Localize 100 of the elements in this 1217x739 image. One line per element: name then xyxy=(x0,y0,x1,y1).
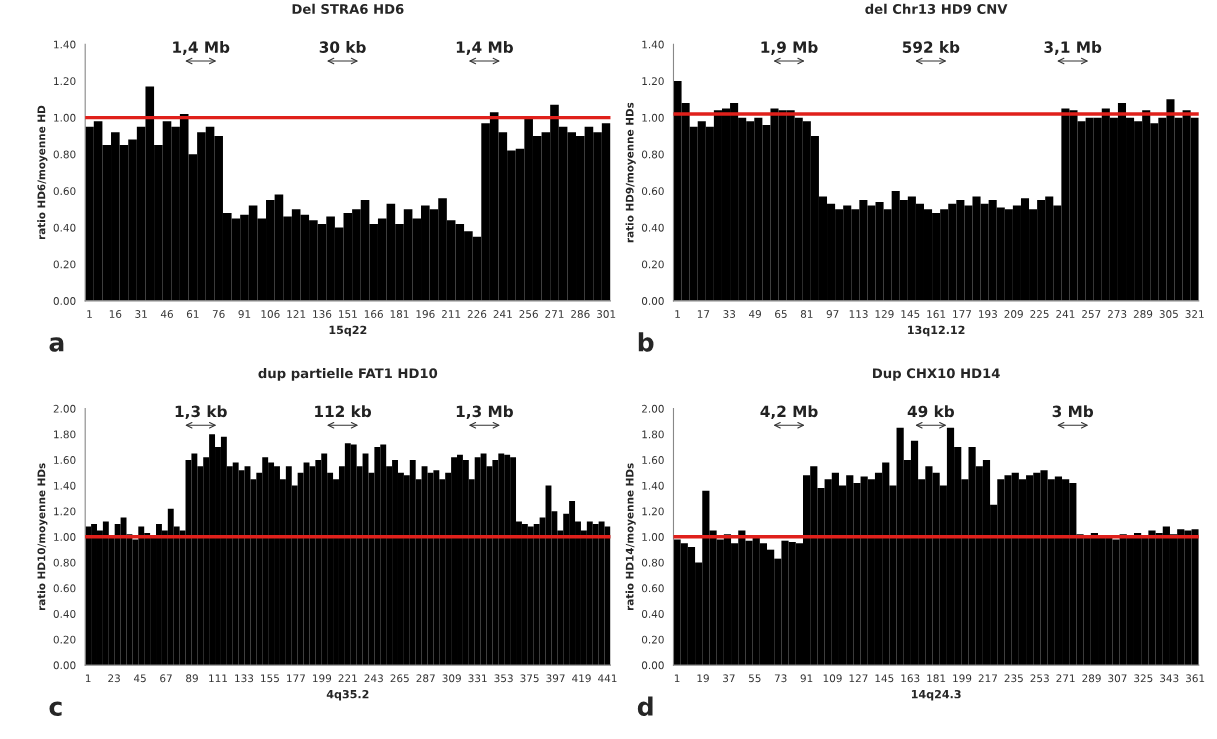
x-tick-label: 273 xyxy=(1107,310,1127,318)
y-tick-label: 0.00 xyxy=(53,297,76,305)
x-tick-label: 106 xyxy=(261,310,280,318)
x-tick-label: 226 xyxy=(467,310,487,318)
y-tick-label: 1.80 xyxy=(642,430,664,439)
x-tick-label: 46 xyxy=(160,310,173,318)
y-tick-label: 0.80 xyxy=(641,150,664,159)
x-tick-label: 1 xyxy=(675,310,680,318)
x-tick-label: 31 xyxy=(135,310,147,318)
text: b xyxy=(638,332,654,352)
x-tick-label: 49 xyxy=(748,310,761,318)
x-axis-title: 4q35.2 xyxy=(326,689,369,701)
x-tick-label: 37 xyxy=(723,674,735,683)
y-axis-title: ratio HD6/moyenne HD xyxy=(37,105,48,240)
x-tick-label: 161 xyxy=(927,310,946,318)
x-tick-label: 241 xyxy=(493,310,512,318)
x-tick-label: 301 xyxy=(597,310,616,318)
x-tick-label: 136 xyxy=(313,310,332,318)
x-tick-label: 235 xyxy=(1004,674,1023,683)
x-tick-label: 243 xyxy=(364,674,383,683)
x-tick-label: 23 xyxy=(108,674,120,683)
text: a xyxy=(49,337,64,352)
x-tick-label: 1 xyxy=(87,310,92,318)
x-tick-label: 163 xyxy=(901,674,920,683)
annotation: 49 kb xyxy=(907,405,955,418)
y-tick-label: 1.20 xyxy=(54,77,76,86)
x-tick-label: 55 xyxy=(748,674,761,683)
x-tick-label: 133 xyxy=(235,674,254,683)
y-tick-label: 1.40 xyxy=(642,40,664,49)
y-tick-label: 2.00 xyxy=(53,404,76,413)
annotation: 592 kb xyxy=(902,41,960,53)
y-tick-label: 0.20 xyxy=(641,260,664,269)
x-tick-label: 73 xyxy=(774,674,787,683)
x-tick-label: 271 xyxy=(1056,674,1075,683)
x-tick-label: 209 xyxy=(1004,310,1023,318)
y-axis-title: ratio HD10/moyenne HDs xyxy=(37,463,48,611)
x-tick-label: 193 xyxy=(979,310,997,318)
x-tick-label: 199 xyxy=(953,674,972,683)
annotation: 1,9 Mb xyxy=(761,41,818,55)
x-tick-label: 325 xyxy=(1134,674,1153,683)
x-tick-label: 67 xyxy=(160,674,172,683)
y-tick-label: 1.40 xyxy=(642,481,664,490)
x-tick-label: 271 xyxy=(545,310,564,318)
y-tick-label: 1.40 xyxy=(54,40,76,49)
x-tick-label: 89 xyxy=(186,674,198,683)
y-axis-title: ratio HD14/moyenne HDs xyxy=(625,463,636,611)
x-tick-label: 241 xyxy=(1056,310,1075,318)
x-tick-label: 353 xyxy=(494,674,513,683)
x-tick-label: 177 xyxy=(953,310,972,318)
x-tick-label: 307 xyxy=(1108,674,1127,683)
x-tick-label: 221 xyxy=(338,674,357,683)
x-tick-label: 225 xyxy=(1030,310,1049,318)
y-tick-label: 1.60 xyxy=(54,456,76,464)
x-tick-label: 145 xyxy=(875,674,894,683)
x-tick-label: 211 xyxy=(441,310,461,318)
y-tick-label: 1.80 xyxy=(54,430,76,439)
annotation: 3,1 Mb xyxy=(1044,41,1102,55)
x-tick-label: 289 xyxy=(1082,674,1101,683)
y-tick-label: 1.60 xyxy=(642,456,664,464)
x-tick-label: 397 xyxy=(546,674,565,683)
x-tick-label: 121 xyxy=(287,310,306,318)
x-tick-label: 33 xyxy=(723,310,736,318)
x-tick-label: 289 xyxy=(1133,310,1153,318)
x-axis-title: 14q24.3 xyxy=(911,689,961,701)
x-tick-label: 91 xyxy=(800,674,813,683)
y-tick-label: 1.20 xyxy=(54,507,76,516)
x-tick-label: 145 xyxy=(901,310,920,318)
y-tick-label: 1.20 xyxy=(642,77,664,86)
annotation: 1,3 kb xyxy=(175,405,227,420)
y-tick-label: 1.20 xyxy=(642,507,664,516)
x-tick-label: 331 xyxy=(468,674,487,683)
y-tick-label: 2.00 xyxy=(642,404,664,413)
y-tick-label: 0.60 xyxy=(641,584,664,593)
x-tick-label: 253 xyxy=(1030,674,1049,683)
y-tick-label: 1.40 xyxy=(54,481,76,490)
x-tick-label: 65 xyxy=(775,310,787,318)
x-tick-label: 109 xyxy=(823,674,842,683)
x-tick-label: 321 xyxy=(1185,310,1204,318)
y-axis-title: ratio HD9/moyenne HDs xyxy=(625,102,636,243)
x-tick-label: 286 xyxy=(571,310,590,318)
x-tick-label: 287 xyxy=(416,674,435,683)
y-tick-label: 0.40 xyxy=(53,610,76,618)
x-tick-label: 181 xyxy=(390,310,409,318)
y-tick-label: 0.60 xyxy=(641,187,664,196)
annotation: 1,4 Mb xyxy=(173,41,230,55)
x-tick-label: 1 xyxy=(85,674,91,683)
x-tick-label: 419 xyxy=(572,674,591,683)
x-tick-label: 151 xyxy=(339,310,357,318)
y-tick-label: 0.40 xyxy=(641,610,664,618)
x-tick-label: 265 xyxy=(390,674,409,683)
annotation: 4,2 Mb xyxy=(760,405,818,420)
x-tick-label: 196 xyxy=(416,310,435,318)
y-tick-label: 0.60 xyxy=(53,584,76,593)
x-tick-label: 113 xyxy=(849,310,868,318)
x-tick-label: 441 xyxy=(598,674,617,683)
y-tick-label: 0.40 xyxy=(53,223,76,232)
x-tick-label: 19 xyxy=(697,674,709,683)
x-tick-label: 76 xyxy=(212,310,225,318)
y-tick-label: 0.80 xyxy=(53,150,76,159)
x-tick-label: 361 xyxy=(1186,674,1205,683)
